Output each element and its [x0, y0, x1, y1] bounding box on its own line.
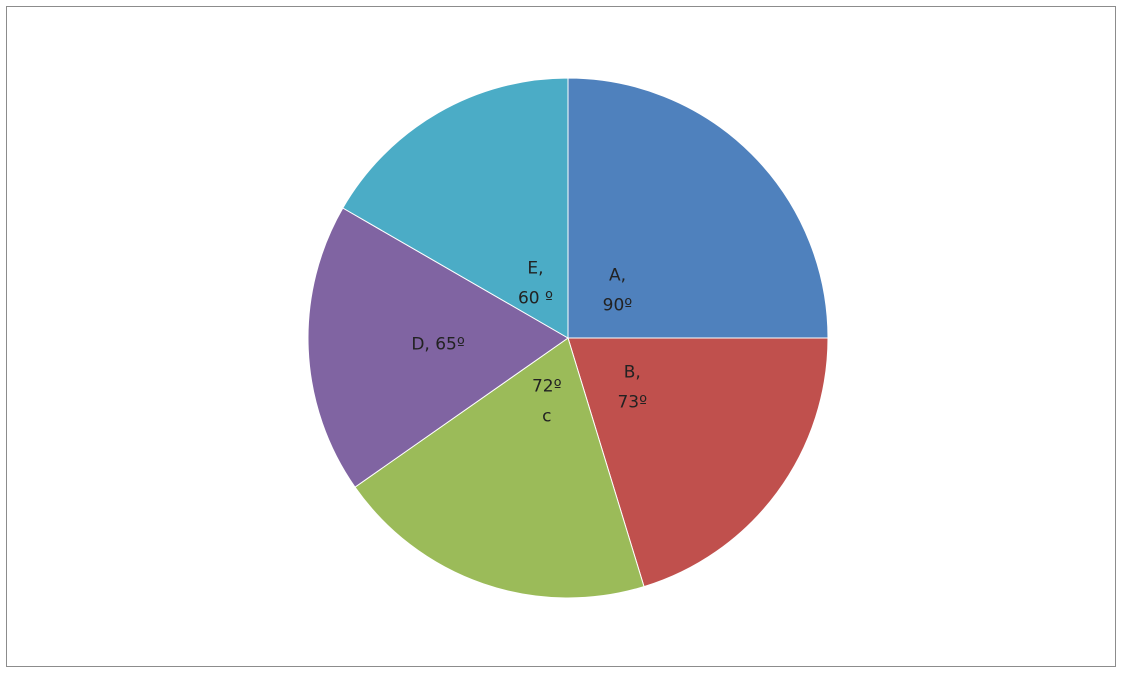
- pie-slice-c: [354, 337, 645, 599]
- pie-label-a: A, 90º: [603, 266, 633, 316]
- pie-label-d: D, 65º: [411, 335, 465, 355]
- pie-slice-d: [307, 207, 569, 488]
- pie-label-e: E, 60 º: [518, 259, 553, 309]
- pie-label-c: 72º c: [532, 377, 562, 427]
- pie-slice-e: [342, 77, 569, 339]
- pie-slice-a: [567, 77, 829, 339]
- pie-label-b: B, 73º: [617, 363, 647, 413]
- pie-slice-b: [567, 337, 829, 588]
